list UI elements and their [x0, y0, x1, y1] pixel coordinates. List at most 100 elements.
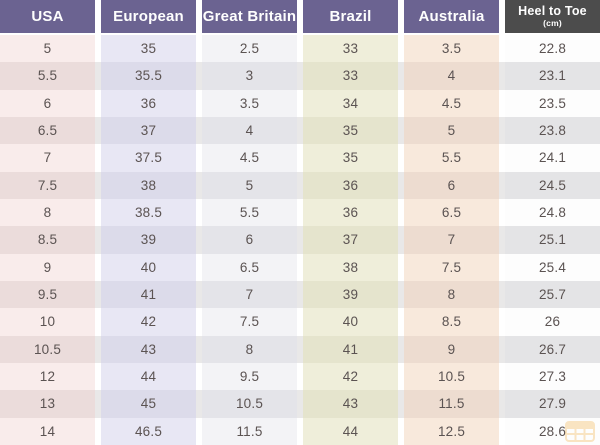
table-cell-usa: 6 — [0, 89, 95, 117]
table-cell-heel-to-toe: 25.1 — [505, 226, 600, 254]
table-cell-usa: 9 — [0, 253, 95, 281]
table-cell-heel-to-toe: 22.8 — [505, 35, 600, 63]
table-cell-european: 37.5 — [101, 144, 196, 172]
column-header-label: European — [113, 7, 184, 25]
table-cell-european: 37 — [101, 116, 196, 145]
table-cell-european: 39 — [101, 226, 196, 254]
table-cell-european: 43 — [101, 335, 196, 363]
table-cell-european: 46.5 — [101, 417, 196, 445]
table-cell-australia: 7.5 — [404, 253, 499, 281]
table-cell-european: 44 — [101, 362, 196, 391]
table-cell-brazil: 33 — [303, 35, 398, 63]
table-cell-australia: 4 — [404, 62, 499, 90]
table-cell-great-britain: 7 — [202, 280, 297, 309]
column-header-great-britain: Great Britain — [202, 0, 297, 33]
table-cell-usa: 5 — [0, 35, 95, 63]
column-header-australia: Australia — [404, 0, 499, 33]
column-header-brazil: Brazil — [303, 0, 398, 33]
table-cell-great-britain: 11.5 — [202, 417, 297, 445]
table-cell-australia: 5.5 — [404, 144, 499, 172]
table-cell-brazil: 44 — [303, 417, 398, 445]
table-cell-australia: 5 — [404, 116, 499, 145]
table-cell-australia: 8.5 — [404, 308, 499, 336]
table-cell-brazil: 36 — [303, 171, 398, 199]
table-cell-australia: 6 — [404, 171, 499, 199]
column-header-label: Heel to Toe — [518, 3, 587, 18]
table-cell-great-britain: 5.5 — [202, 198, 297, 227]
table-cell-australia: 4.5 — [404, 89, 499, 117]
column-header-usa: USA — [0, 0, 95, 33]
table-cell-heel-to-toe: 26.7 — [505, 335, 600, 363]
table-row: 7 37.5 4.5 35 5.5 24.1 — [0, 144, 600, 172]
table-cell-heel-to-toe: 28.6 — [505, 417, 600, 445]
table-cell-australia: 9 — [404, 335, 499, 363]
table-cell-brazil: 42 — [303, 362, 398, 391]
table-cell-brazil: 38 — [303, 253, 398, 281]
table-cell-usa: 8 — [0, 198, 95, 227]
table-cell-great-britain: 3 — [202, 62, 297, 90]
table-cell-australia: 6.5 — [404, 198, 499, 227]
table-cell-european: 45 — [101, 390, 196, 418]
table-row: 8 38.5 5.5 36 6.5 24.8 — [0, 198, 600, 227]
table-cell-usa: 8.5 — [0, 226, 95, 254]
table-cell-brazil: 35 — [303, 144, 398, 172]
table-cell-heel-to-toe: 25.4 — [505, 253, 600, 281]
table-cell-australia: 10.5 — [404, 362, 499, 391]
table-cell-heel-to-toe: 23.8 — [505, 116, 600, 145]
table-cell-usa: 7 — [0, 144, 95, 172]
table-cell-heel-to-toe: 24.1 — [505, 144, 600, 172]
table-cell-european: 35 — [101, 35, 196, 63]
table-cell-great-britain: 4.5 — [202, 144, 297, 172]
table-cell-european: 38.5 — [101, 198, 196, 227]
table-cell-brazil: 33 — [303, 62, 398, 90]
table-cell-european: 35.5 — [101, 62, 196, 90]
table-cell-usa: 10.5 — [0, 335, 95, 363]
table-cell-european: 41 — [101, 280, 196, 309]
table-row: 5 35 2.5 33 3.5 22.8 — [0, 35, 600, 63]
table-cell-great-britain: 7.5 — [202, 308, 297, 336]
table-row: 7.5 38 5 36 6 24.5 — [0, 171, 600, 199]
table-cell-usa: 14 — [0, 417, 95, 445]
table-cell-great-britain: 10.5 — [202, 390, 297, 418]
table-cell-great-britain: 5 — [202, 171, 297, 199]
table-cell-european: 42 — [101, 308, 196, 336]
table-cell-brazil: 39 — [303, 280, 398, 309]
table-cell-heel-to-toe: 24.5 — [505, 171, 600, 199]
table-cell-usa: 6.5 — [0, 116, 95, 145]
table-row: 8.5 39 6 37 7 25.1 — [0, 226, 600, 254]
table-cell-australia: 8 — [404, 280, 499, 309]
column-header-label: Australia — [418, 7, 485, 25]
table-cell-great-britain: 9.5 — [202, 362, 297, 391]
column-header-european: European — [101, 0, 196, 33]
table-cell-european: 38 — [101, 171, 196, 199]
column-header-label: USA — [31, 7, 64, 25]
table-cell-brazil: 36 — [303, 198, 398, 227]
table-row: 5.5 35.5 3 33 4 23.1 — [0, 62, 600, 90]
table-logo-icon — [565, 421, 595, 442]
table-cell-usa: 7.5 — [0, 171, 95, 199]
table-row: 13 45 10.5 43 11.5 27.9 — [0, 390, 600, 418]
table-cell-usa: 5.5 — [0, 62, 95, 90]
table-cell-great-britain: 3.5 — [202, 89, 297, 117]
table-cell-australia: 7 — [404, 226, 499, 254]
table-row: 12 44 9.5 42 10.5 27.3 — [0, 362, 600, 391]
table-row: 9 40 6.5 38 7.5 25.4 — [0, 253, 600, 281]
column-header-label: Great Britain — [202, 7, 297, 25]
table-cell-brazil: 35 — [303, 116, 398, 145]
table-cell-brazil: 37 — [303, 226, 398, 254]
table-cell-great-britain: 2.5 — [202, 35, 297, 63]
table-row: 10.5 43 8 41 9 26.7 — [0, 335, 600, 363]
table-cell-great-britain: 8 — [202, 335, 297, 363]
table-cell-brazil: 34 — [303, 89, 398, 117]
table-cell-heel-to-toe: 24.8 — [505, 198, 600, 227]
table-cell-usa: 12 — [0, 362, 95, 391]
table-cell-heel-to-toe: 26 — [505, 308, 600, 336]
table-cell-australia: 12.5 — [404, 417, 499, 445]
table-cell-brazil: 43 — [303, 390, 398, 418]
table-header-row: USA European Great Britain Brazil Austra… — [0, 0, 600, 33]
table-cell-heel-to-toe: 27.3 — [505, 362, 600, 391]
table-cell-heel-to-toe: 23.5 — [505, 89, 600, 117]
table-cell-usa: 13 — [0, 390, 95, 418]
table-row: 6.5 37 4 35 5 23.8 — [0, 116, 600, 145]
